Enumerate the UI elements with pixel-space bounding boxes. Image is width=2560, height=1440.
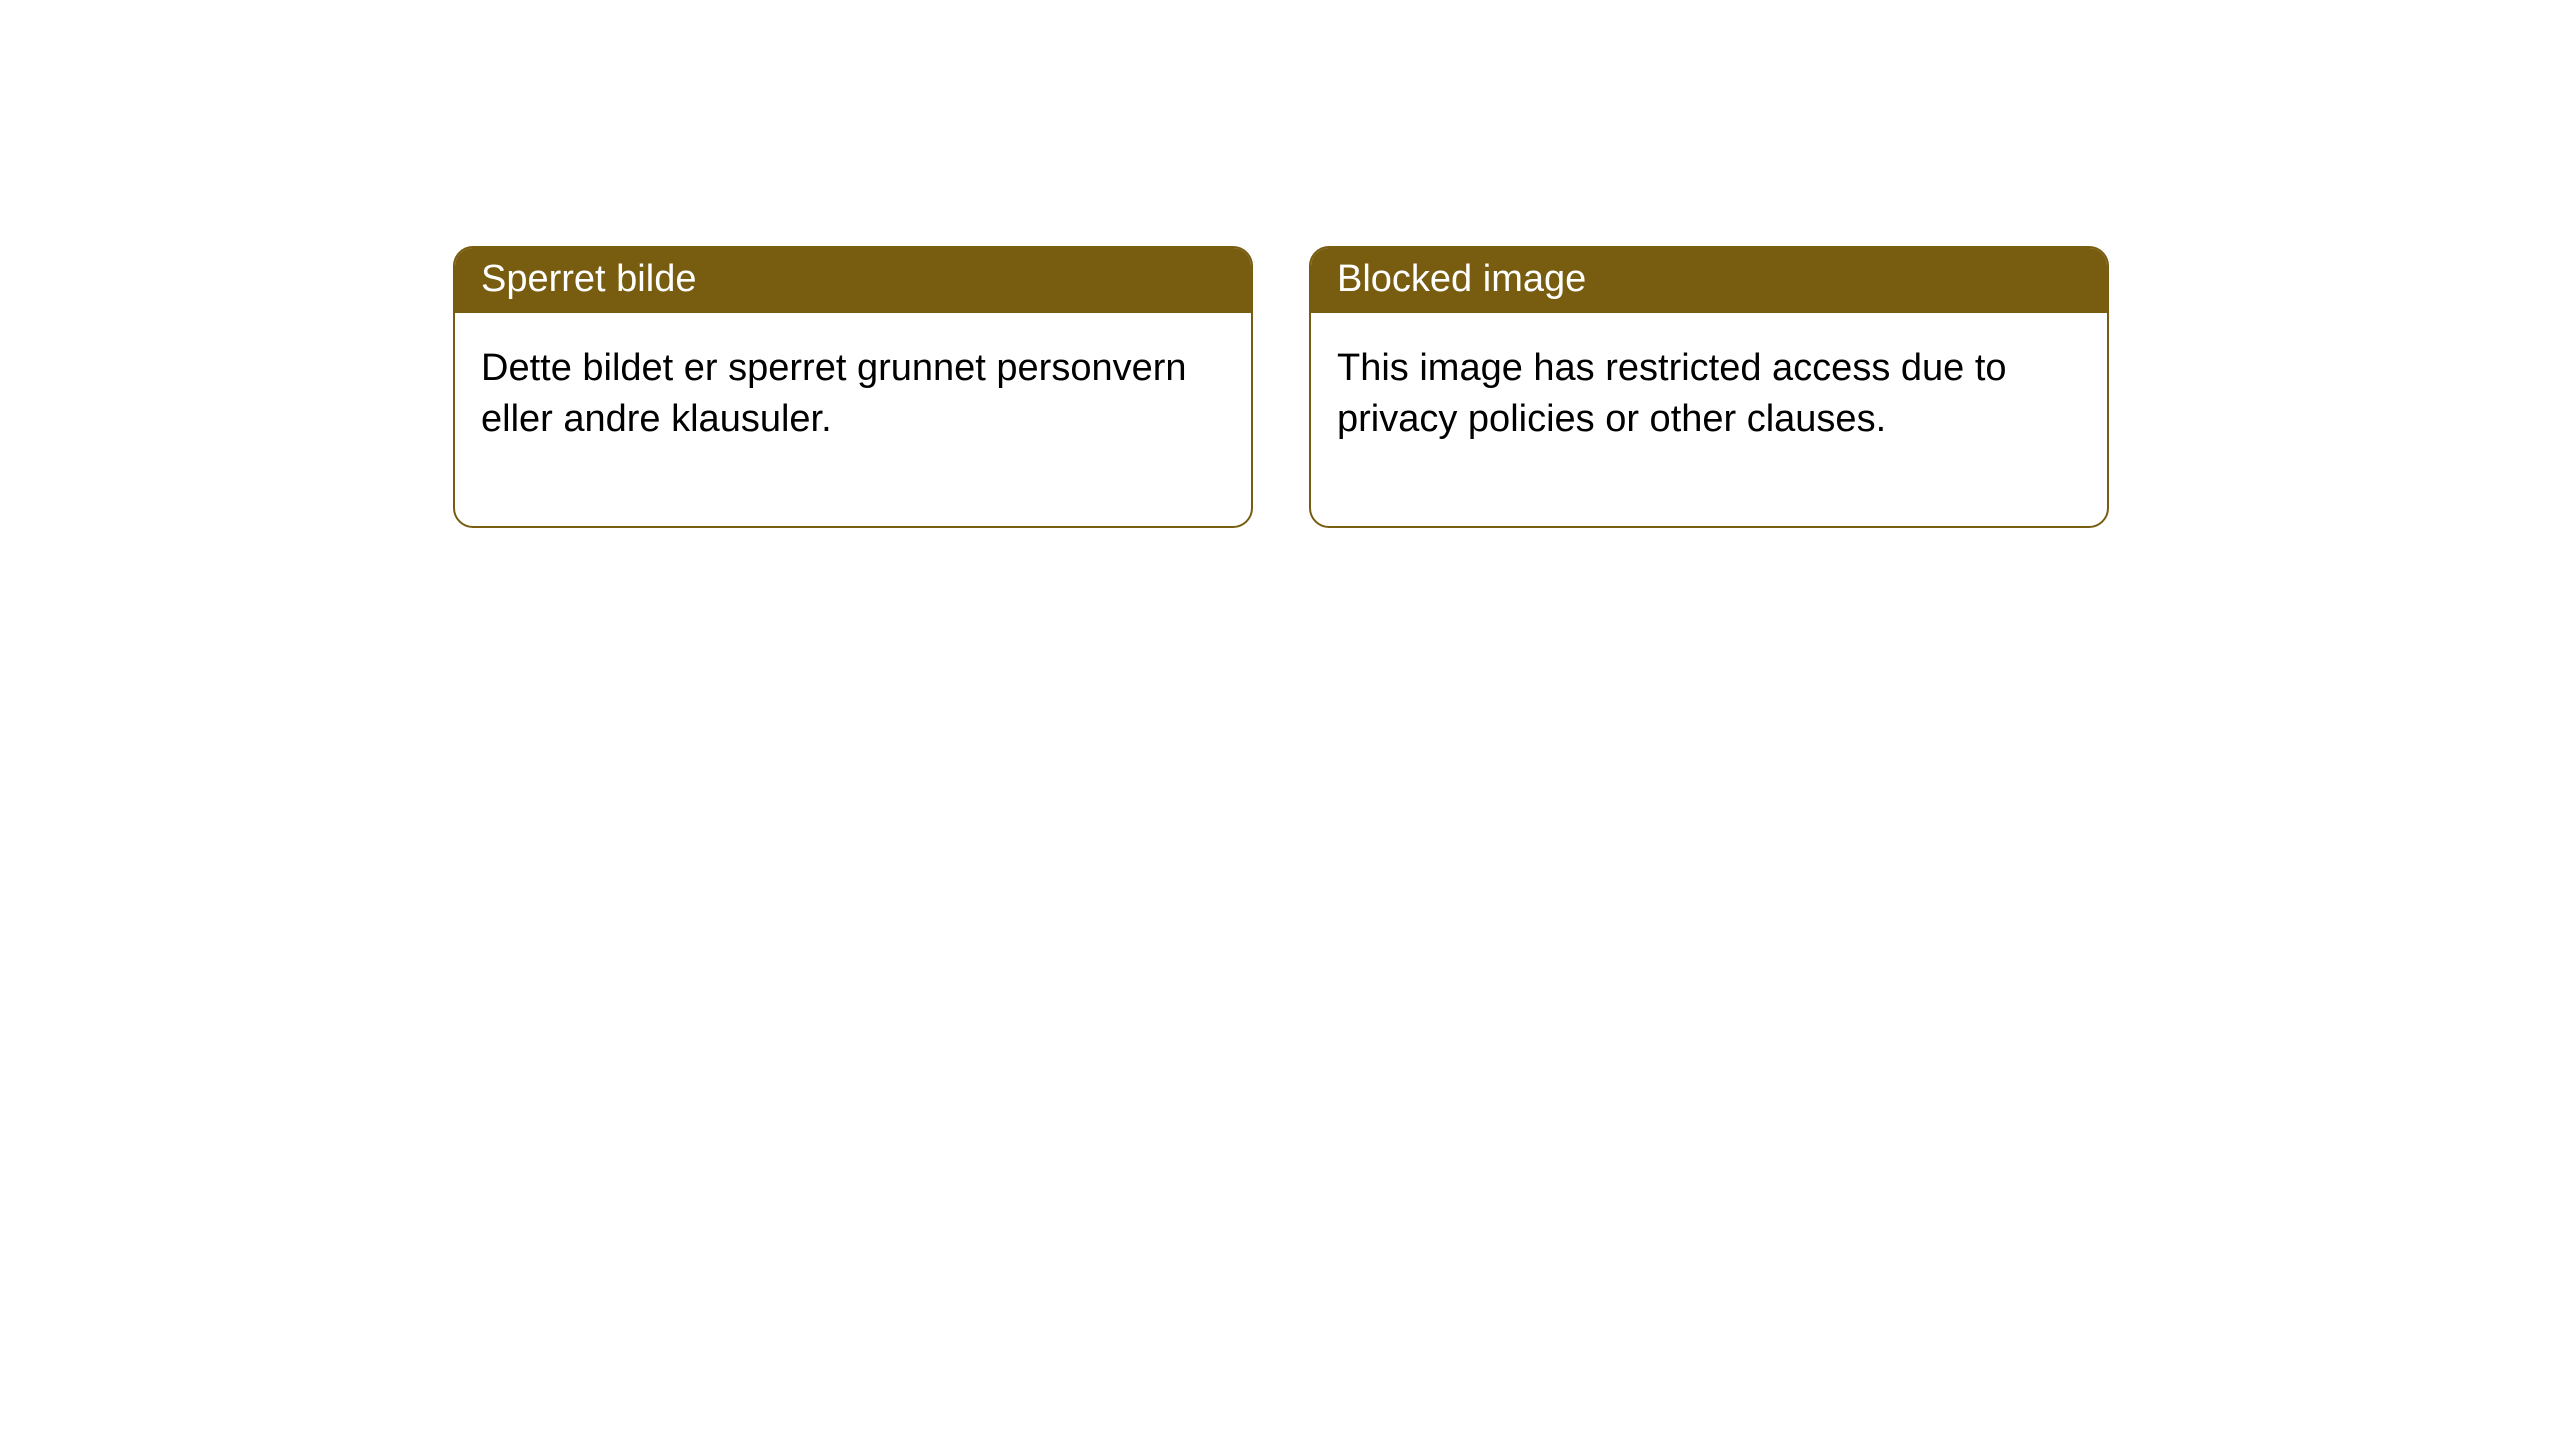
notice-title: Blocked image: [1337, 258, 1586, 300]
notice-card-norwegian: Sperret bilde Dette bildet er sperret gr…: [453, 246, 1253, 528]
notice-title: Sperret bilde: [481, 258, 696, 300]
notice-message: This image has restricted access due to …: [1337, 347, 2007, 440]
notice-message: Dette bildet er sperret grunnet personve…: [481, 347, 1187, 440]
notice-body: Dette bildet er sperret grunnet personve…: [455, 313, 1251, 526]
notice-header: Blocked image: [1311, 248, 2107, 313]
notice-header: Sperret bilde: [455, 248, 1251, 313]
notice-card-english: Blocked image This image has restricted …: [1309, 246, 2109, 528]
notice-container: Sperret bilde Dette bildet er sperret gr…: [0, 0, 2560, 528]
notice-body: This image has restricted access due to …: [1311, 313, 2107, 526]
